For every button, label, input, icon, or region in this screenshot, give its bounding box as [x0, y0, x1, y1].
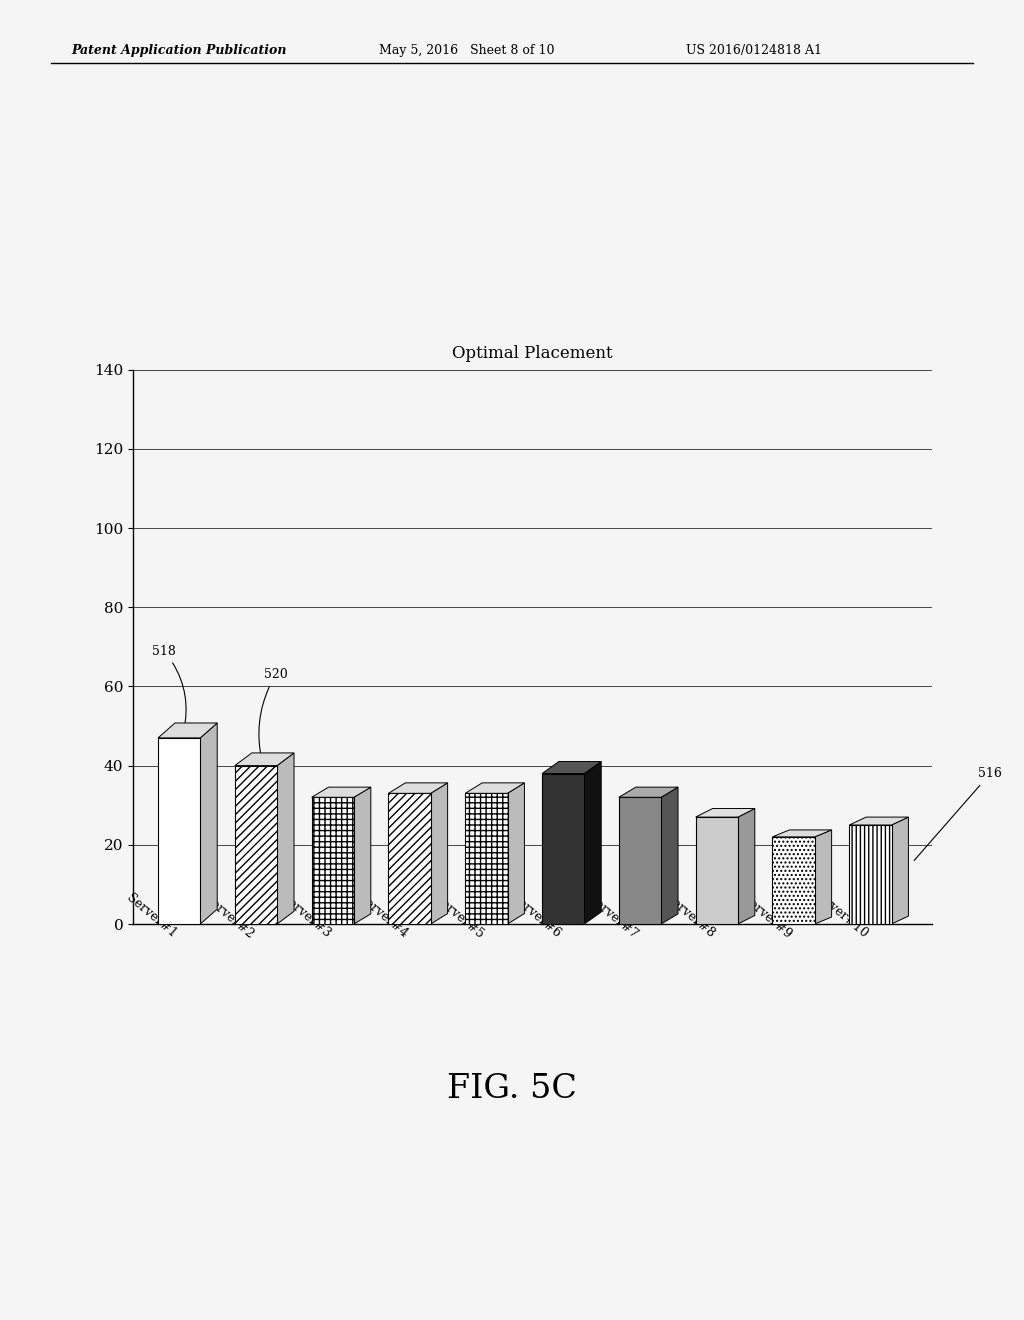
Bar: [388, 793, 431, 924]
Polygon shape: [892, 817, 908, 924]
Text: May 5, 2016   Sheet 8 of 10: May 5, 2016 Sheet 8 of 10: [379, 44, 554, 57]
Text: 518: 518: [153, 644, 186, 731]
Bar: [234, 766, 278, 924]
Polygon shape: [158, 723, 217, 738]
Bar: [311, 797, 354, 924]
Bar: [849, 825, 892, 924]
Bar: [618, 797, 662, 924]
Text: US 2016/0124818 A1: US 2016/0124818 A1: [686, 44, 822, 57]
Polygon shape: [465, 783, 524, 793]
Polygon shape: [311, 787, 371, 797]
Polygon shape: [201, 723, 217, 924]
Text: FIG. 5C: FIG. 5C: [447, 1073, 577, 1105]
Polygon shape: [234, 752, 294, 766]
Bar: [158, 738, 201, 924]
Polygon shape: [662, 787, 678, 924]
Bar: [465, 793, 508, 924]
Polygon shape: [738, 809, 755, 924]
Polygon shape: [695, 809, 755, 817]
Polygon shape: [542, 762, 601, 774]
Polygon shape: [815, 830, 831, 924]
Bar: [542, 774, 585, 924]
Text: 516: 516: [914, 767, 1001, 861]
Polygon shape: [772, 830, 831, 837]
Polygon shape: [388, 783, 447, 793]
Polygon shape: [849, 817, 908, 825]
Polygon shape: [278, 752, 294, 924]
Polygon shape: [508, 783, 524, 924]
Bar: [772, 837, 815, 924]
Polygon shape: [585, 762, 601, 924]
Polygon shape: [618, 787, 678, 797]
Bar: [695, 817, 738, 924]
Polygon shape: [431, 783, 447, 924]
Text: Patent Application Publication: Patent Application Publication: [72, 44, 287, 57]
Text: 520: 520: [259, 668, 288, 759]
Polygon shape: [354, 787, 371, 924]
Title: Optimal Placement: Optimal Placement: [453, 346, 612, 363]
